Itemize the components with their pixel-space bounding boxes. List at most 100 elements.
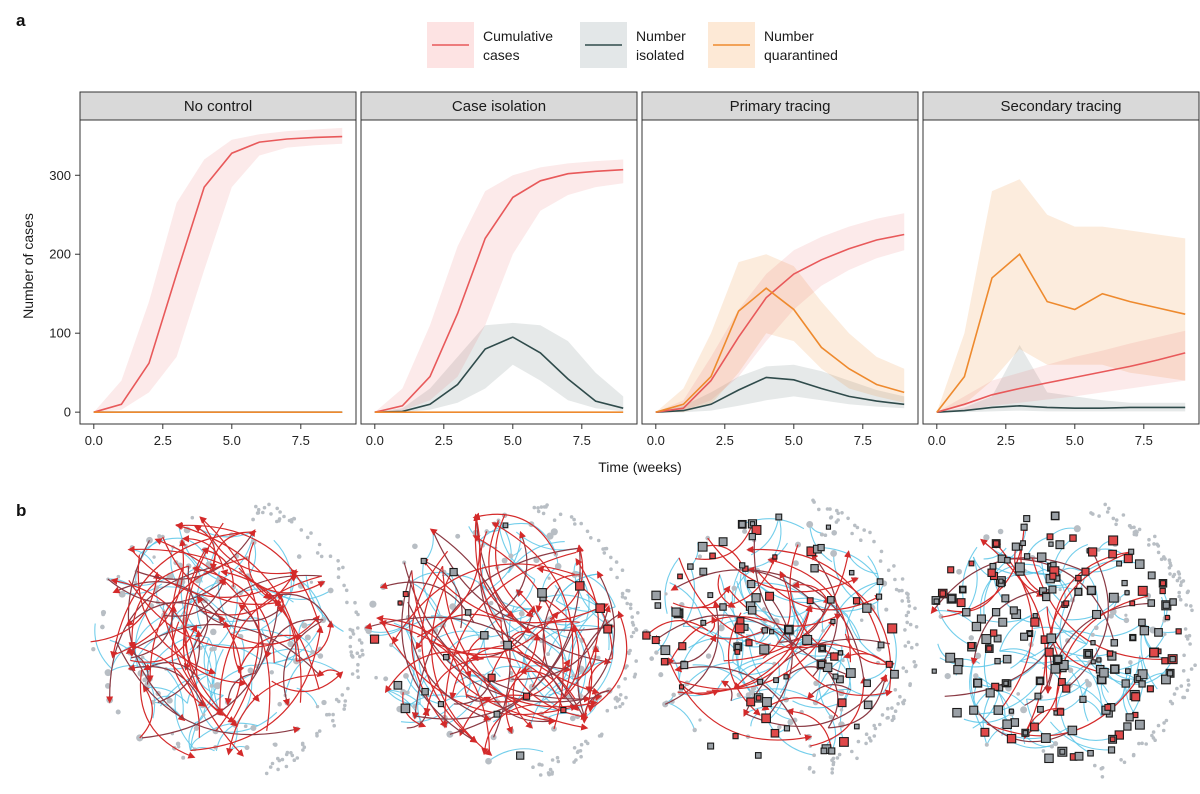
- network-node: [1099, 766, 1104, 771]
- network-transmission: [1031, 557, 1177, 663]
- quarantine-node: [828, 747, 836, 755]
- network-node: [277, 517, 282, 521]
- network-node: [903, 644, 908, 648]
- network-node: [830, 767, 835, 771]
- plot-area: [936, 179, 1186, 413]
- network-node: [100, 624, 105, 630]
- quarantine-node: [522, 692, 531, 700]
- network-node: [1097, 514, 1101, 518]
- network-transmission: [767, 557, 852, 663]
- network-transmission: [127, 540, 186, 722]
- y-tick-label: 200: [49, 247, 71, 262]
- quarantine-node: [1134, 559, 1145, 569]
- network-node: [356, 662, 360, 667]
- network-node: [892, 564, 896, 568]
- quarantine-node: [783, 674, 789, 680]
- network-node: [620, 568, 625, 572]
- network-node: [839, 708, 844, 712]
- network-node: [884, 607, 889, 612]
- facet-strip: [641, 91, 919, 121]
- network-node: [821, 628, 825, 633]
- quarantine-node: [1023, 553, 1031, 560]
- network-node: [1085, 681, 1092, 688]
- legend: Cumulative cases Number isolated Number quara…: [427, 22, 838, 68]
- network-edge: [195, 677, 216, 732]
- network-node: [831, 760, 836, 765]
- quarantine-node: [784, 625, 793, 634]
- network-node: [906, 599, 911, 603]
- network-node: [1152, 542, 1156, 546]
- quarantine-node: [651, 636, 660, 645]
- quarantine-node: [560, 706, 567, 714]
- x-tick-label: 7.5: [573, 433, 591, 448]
- network-transmission: [1024, 648, 1054, 706]
- network-edge: [664, 557, 680, 614]
- quarantine-node: [1146, 685, 1154, 693]
- network-node: [1177, 572, 1182, 576]
- network-transmission: [442, 566, 589, 731]
- network-node: [264, 771, 269, 776]
- quarantine-node: [890, 669, 899, 679]
- network-node: [717, 624, 725, 632]
- facet-grid: No control 0.0 2.5 5.0 7.5 0 100 200 300 Case iso…: [49, 91, 1200, 448]
- network-node: [1162, 721, 1166, 725]
- network-node: [209, 646, 214, 652]
- network-node: [602, 551, 607, 555]
- network-edge: [965, 556, 978, 613]
- plot-area: [374, 159, 624, 413]
- network-node: [1168, 561, 1172, 565]
- network-node: [209, 683, 214, 688]
- quarantine-node: [1121, 679, 1130, 688]
- network-transmission: [535, 574, 580, 613]
- x-tick-label: 5.0: [223, 433, 241, 448]
- network-node: [251, 517, 255, 522]
- quarantine-node: [1149, 647, 1159, 658]
- network-node: [278, 510, 282, 514]
- network-node: [1162, 555, 1166, 559]
- network-node: [361, 652, 365, 657]
- quarantine-node: [1010, 718, 1020, 727]
- network-edge: [882, 628, 897, 694]
- network-node: [600, 732, 604, 737]
- quarantine-node: [967, 641, 975, 650]
- network-node: [1175, 578, 1180, 583]
- quarantine-node: [1107, 746, 1116, 754]
- network-edge: [532, 524, 559, 567]
- quarantine-node: [1134, 719, 1145, 730]
- network-node: [885, 716, 889, 720]
- network-edge: [983, 547, 1007, 560]
- network-transmission: [717, 574, 736, 608]
- network-node: [343, 703, 347, 708]
- network-node: [289, 751, 293, 755]
- network-node: [618, 704, 622, 709]
- quarantine-node: [745, 639, 753, 647]
- quarantine-node: [1116, 560, 1123, 567]
- network-edge: [821, 547, 881, 583]
- network-node: [152, 555, 156, 559]
- quarantine-node: [993, 634, 1002, 643]
- network-transmission: [810, 676, 868, 747]
- quarantine-node: [1004, 557, 1011, 564]
- quarantine-node: [1003, 680, 1009, 686]
- network-transmission: [472, 512, 557, 555]
- network-node: [1114, 518, 1119, 522]
- network-transmission: [181, 535, 224, 570]
- quarantine-node: [1096, 657, 1102, 663]
- quarantine-node: [839, 737, 849, 747]
- quarantine-node: [1023, 515, 1031, 523]
- quarantine-node: [952, 707, 962, 718]
- network-node: [1151, 730, 1156, 734]
- network-transmission: [226, 674, 320, 756]
- network-node: [873, 726, 878, 731]
- network-node: [348, 644, 353, 649]
- network-node: [1128, 660, 1133, 665]
- network-node: [357, 638, 362, 642]
- network-node: [358, 654, 362, 659]
- network-edge: [196, 644, 262, 661]
- network-node: [552, 518, 557, 522]
- quarantine-node: [819, 645, 825, 652]
- quarantine-node: [751, 525, 762, 535]
- quarantine-node: [806, 597, 814, 605]
- quarantine-node: [1057, 678, 1066, 686]
- network-edge: [963, 712, 1012, 724]
